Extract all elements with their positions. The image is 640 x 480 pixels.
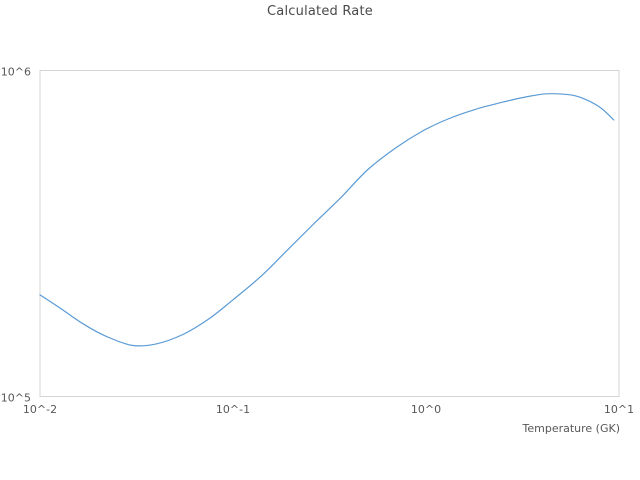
x-tick-label: 10^-2 xyxy=(22,403,58,416)
chart-title: Calculated Rate xyxy=(267,4,373,19)
y-tick-label: 10^5 xyxy=(0,391,31,404)
x-tick-label: 10^0 xyxy=(410,403,442,416)
y-tick-label: 10^6 xyxy=(0,65,31,78)
x-tick-label: 10^-1 xyxy=(215,403,251,416)
x-axis-title: Temperature (GK) xyxy=(522,422,621,435)
rate-curve xyxy=(39,93,615,347)
plot-border xyxy=(39,70,620,397)
x-tick-label: 10^1 xyxy=(603,403,635,416)
